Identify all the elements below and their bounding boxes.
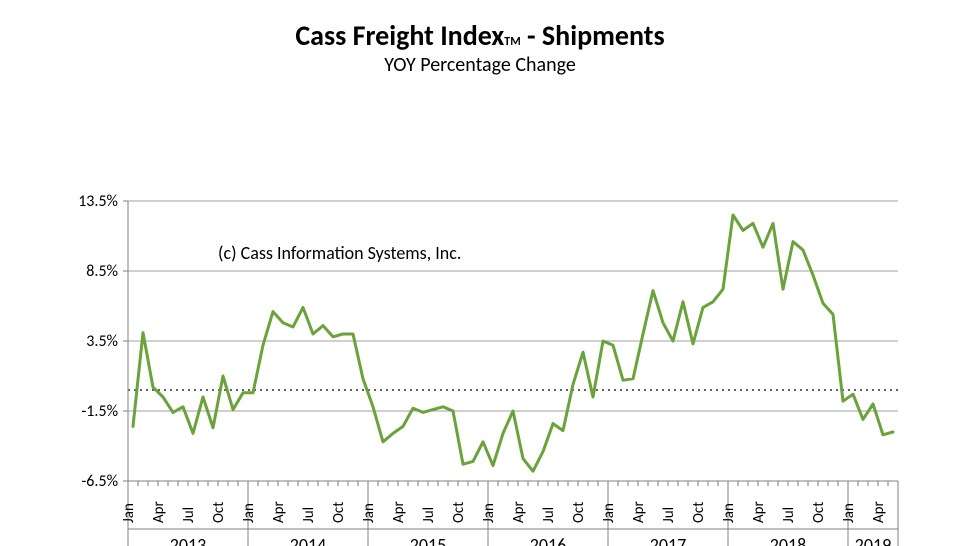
month-label: Jul bbox=[300, 507, 318, 523]
month-label: Jan bbox=[360, 503, 378, 523]
month-label: Apr bbox=[390, 501, 408, 523]
chart-title: Cass Freight IndexTM - Shipments bbox=[0, 0, 960, 53]
year-label: 2019 bbox=[855, 534, 892, 546]
year-label: 2016 bbox=[530, 534, 567, 546]
month-label: Oct bbox=[570, 502, 588, 523]
month-label: Apr bbox=[150, 501, 168, 523]
month-label: Jan bbox=[240, 503, 258, 523]
year-label: 2013 bbox=[170, 534, 207, 546]
month-label: Jan bbox=[480, 503, 498, 523]
month-label: Oct bbox=[450, 502, 468, 523]
ytick-label: 8.5% bbox=[86, 262, 118, 281]
month-label: Jul bbox=[180, 507, 198, 523]
year-label: 2014 bbox=[290, 534, 327, 546]
ytick-label: 3.5% bbox=[86, 332, 118, 351]
chart-subtitle: YOY Percentage Change bbox=[0, 53, 960, 77]
month-label: Jan bbox=[840, 503, 858, 523]
month-label: Apr bbox=[870, 501, 888, 523]
title-suffix: - Shipments bbox=[521, 18, 665, 53]
month-label: Apr bbox=[630, 501, 648, 523]
ytick-label: -6.5% bbox=[81, 472, 118, 491]
month-label: Jan bbox=[720, 503, 738, 523]
month-label: Oct bbox=[210, 502, 228, 523]
month-label: Apr bbox=[510, 501, 528, 523]
chart-container: Cass Freight IndexTM - Shipments YOY Per… bbox=[0, 0, 960, 546]
month-label: Jan bbox=[120, 503, 138, 523]
chart-svg: -6.5% -1.5% 3.5% 8.5% 13.5% (c) Cass Informat… bbox=[0, 77, 960, 546]
month-label: Apr bbox=[750, 501, 768, 523]
title-tm: TM bbox=[504, 35, 520, 49]
year-label: 2018 bbox=[770, 534, 807, 546]
month-label: Jul bbox=[540, 507, 558, 523]
ytick-label: 13.5% bbox=[78, 192, 118, 211]
month-label: Jan bbox=[600, 503, 618, 523]
month-label: Oct bbox=[330, 502, 348, 523]
month-label: Oct bbox=[810, 502, 828, 523]
month-label: Jul bbox=[660, 507, 678, 523]
ytick-label: -1.5% bbox=[81, 402, 118, 421]
month-label: Oct bbox=[690, 502, 708, 523]
title-main: Cass Freight Index bbox=[295, 18, 504, 53]
month-label: Jul bbox=[780, 507, 798, 523]
year-label: 2015 bbox=[410, 534, 447, 546]
year-label: 2017 bbox=[650, 534, 687, 546]
month-label: Apr bbox=[270, 501, 288, 523]
month-label: Jul bbox=[420, 507, 438, 523]
copyright-annotation: (c) Cass Information Systems, Inc. bbox=[218, 242, 461, 264]
